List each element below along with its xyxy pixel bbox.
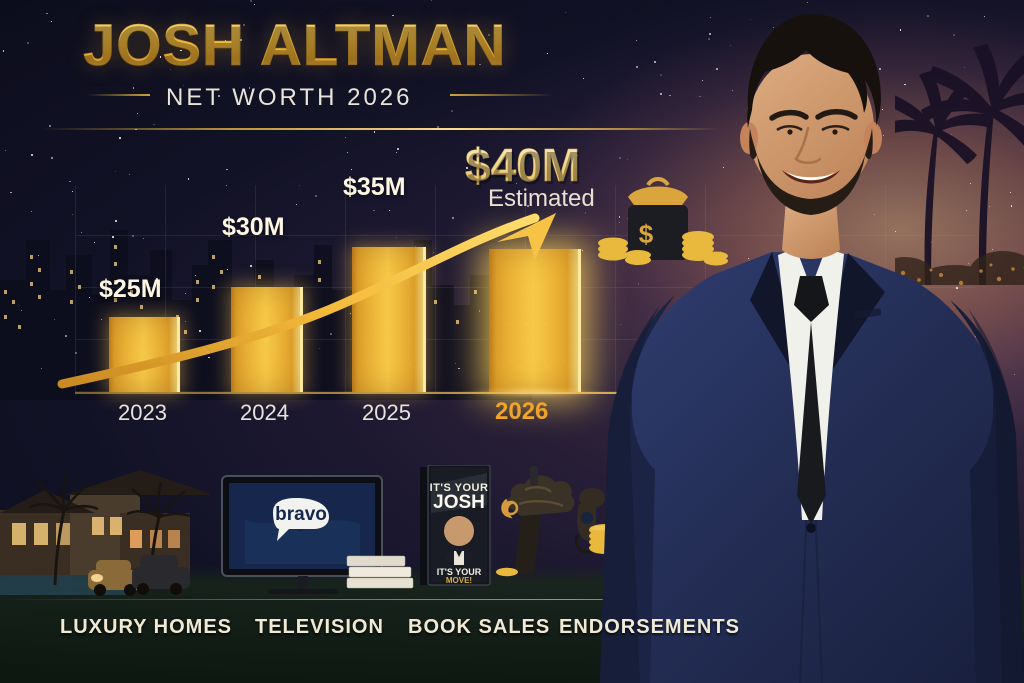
svg-text:MOVE!: MOVE!	[446, 576, 472, 585]
svg-text:JOSH: JOSH	[433, 492, 485, 513]
svg-text:bravo: bravo	[275, 504, 327, 525]
